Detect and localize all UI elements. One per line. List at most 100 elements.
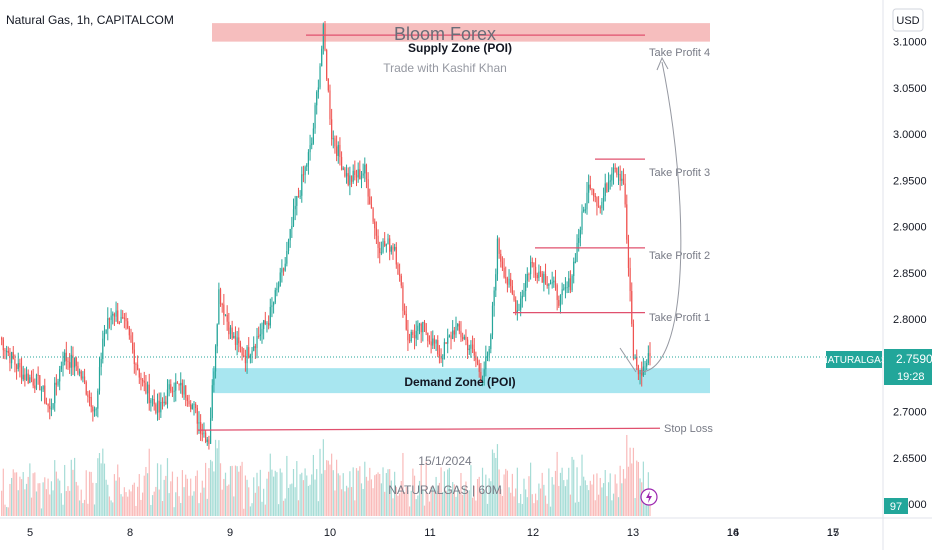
candle-body	[631, 291, 633, 324]
candle-body	[98, 367, 101, 391]
volume-bar	[181, 470, 183, 516]
candle-body	[410, 331, 412, 342]
volume-bar	[32, 473, 34, 516]
candle-body	[420, 323, 422, 333]
volume-bar	[6, 507, 8, 516]
candle-body	[178, 383, 180, 386]
volume-bar	[103, 463, 106, 516]
volume-bar	[385, 473, 387, 516]
candle-body	[352, 170, 354, 182]
volume-bar	[589, 480, 591, 516]
volume-bar	[145, 466, 147, 516]
take-profit-2-label: Take Profit 2	[649, 250, 710, 262]
candle-body	[375, 228, 378, 236]
candle-body	[268, 323, 270, 326]
candle-body	[627, 239, 630, 268]
currency-button-frame[interactable]	[892, 8, 924, 32]
volume-bar	[163, 479, 165, 516]
volume-bar	[476, 479, 479, 516]
candle-body	[526, 274, 528, 281]
volume-bar	[579, 485, 581, 516]
volume-bar	[304, 468, 306, 516]
candle-body	[108, 318, 111, 320]
volume-bar	[54, 460, 56, 516]
volume-bar	[422, 489, 424, 516]
volume-bar	[402, 452, 404, 516]
candle-body	[354, 170, 356, 176]
volume-bar	[213, 471, 215, 516]
candle-body	[551, 282, 553, 284]
volume-bar	[297, 500, 300, 516]
candlesticks	[1, 21, 651, 450]
candle-body	[501, 261, 504, 268]
volume-bar	[586, 485, 588, 516]
volume-bar	[384, 491, 386, 516]
volume-bar	[568, 467, 570, 516]
candle-body	[349, 175, 351, 185]
candle-body	[334, 138, 336, 147]
candle-body	[311, 143, 313, 146]
candle-body	[491, 305, 494, 335]
volume-bar	[93, 504, 96, 516]
volume-bar	[249, 506, 251, 516]
volume-bar	[515, 488, 517, 516]
volume-bar	[452, 482, 454, 516]
time-axis[interactable]: 5 8 9 10 11 12 13 14 15 16 17	[27, 527, 839, 539]
volume-bar	[432, 487, 434, 516]
candle-body	[500, 253, 502, 262]
volume-bar	[530, 462, 532, 516]
candle-body	[568, 278, 570, 288]
date-tick-label: 10	[324, 527, 336, 539]
candle-body	[6, 350, 8, 352]
candle-body	[122, 316, 124, 318]
candle-body	[553, 280, 555, 283]
candle-body	[146, 384, 149, 394]
candle-body	[165, 401, 167, 404]
volume-bar	[442, 492, 444, 516]
volume-bar	[35, 491, 38, 516]
candle-body	[518, 309, 520, 311]
candle-body	[15, 364, 18, 369]
volume-bar	[364, 461, 366, 516]
volume-bar	[340, 489, 343, 516]
candle-body	[226, 314, 228, 322]
candle-body	[332, 138, 334, 140]
volume-bar	[493, 452, 495, 516]
currency-button[interactable]: USD	[896, 15, 919, 27]
candle-body	[316, 92, 318, 106]
volume-bar	[427, 493, 429, 516]
candle-body	[304, 166, 306, 175]
supply-zone[interactable]	[212, 23, 710, 42]
volume-bar	[538, 483, 540, 516]
volume-bar	[176, 476, 179, 516]
volume-bar	[156, 463, 159, 516]
volume-bar	[263, 488, 265, 516]
symbol-header[interactable]: Natural Gas, 1h, CAPITALCOM	[6, 13, 174, 27]
candle-body	[460, 331, 462, 338]
volume-bar	[521, 503, 523, 516]
candle-body	[168, 384, 170, 390]
candle-body	[228, 321, 230, 335]
candle-body	[97, 390, 99, 409]
candle-body	[593, 189, 595, 196]
demand-zone[interactable]	[212, 368, 710, 394]
volume-bar	[622, 469, 625, 516]
candle-body	[646, 362, 648, 367]
candle-body	[312, 128, 314, 144]
volume-bar	[12, 469, 14, 516]
candle-body	[408, 340, 411, 342]
candle-body	[75, 357, 77, 366]
candle-body	[110, 315, 112, 320]
volume-bar	[584, 480, 586, 516]
candle-body	[329, 90, 331, 120]
price-axis[interactable]: 3.1000 3.0500 3.0000 2.9500 2.9000 2.8500 2.80…	[893, 37, 927, 512]
candle-body	[340, 157, 343, 170]
volume-bar	[616, 483, 618, 516]
volume-bar	[326, 460, 328, 516]
volume-bar	[180, 502, 182, 516]
volume-bar	[450, 489, 452, 516]
volume-bar	[564, 486, 567, 516]
candle-body	[394, 246, 396, 250]
stop-loss-line[interactable]	[197, 427, 661, 431]
